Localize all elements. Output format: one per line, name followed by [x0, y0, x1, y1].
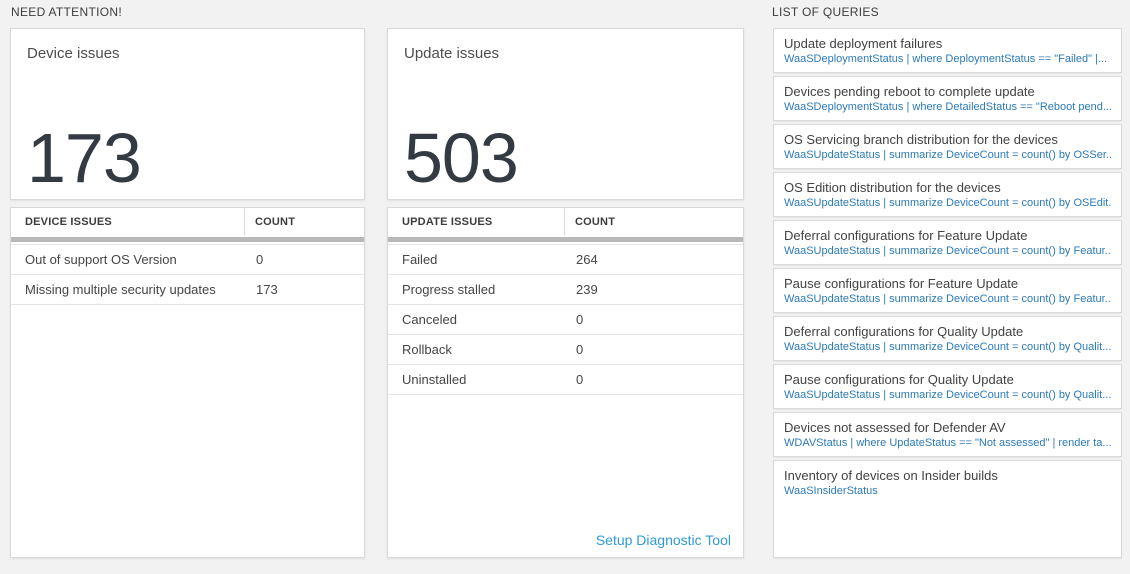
- table-row[interactable]: Rollback 0: [388, 335, 743, 365]
- device-issues-scrollbar-track: [11, 235, 364, 244]
- query-title: Inventory of devices on Insider builds: [784, 468, 998, 483]
- query-text: WaaSInsiderStatus: [784, 485, 878, 497]
- row-label: Missing multiple security updates: [25, 282, 216, 297]
- row-label: Rollback: [402, 342, 452, 357]
- device-issues-table: DEVICE ISSUES COUNT Out of support OS Ve…: [10, 207, 365, 558]
- row-count: 0: [576, 372, 584, 387]
- update-issues-table-header: UPDATE ISSUES COUNT: [388, 208, 743, 235]
- query-text: WaaSDeploymentStatus | where DetailedSta…: [784, 101, 1111, 113]
- query-title: Devices pending reboot to complete updat…: [784, 84, 1035, 99]
- table-row[interactable]: Failed 264: [388, 245, 743, 275]
- row-label: Out of support OS Version: [25, 252, 177, 267]
- query-text: WaaSUpdateStatus | summarize DeviceCount…: [784, 245, 1111, 257]
- query-list-item[interactable]: Deferral configurations for Quality Upda…: [773, 316, 1122, 361]
- query-title: Devices not assessed for Defender AV: [784, 420, 1006, 435]
- query-text: WDAVStatus | where UpdateStatus == "Not …: [784, 437, 1111, 449]
- query-text: WaaSUpdateStatus | summarize DeviceCount…: [784, 389, 1111, 401]
- table-row[interactable]: Missing multiple security updates 173: [11, 275, 364, 305]
- query-text: WaaSUpdateStatus | summarize DeviceCount…: [784, 149, 1111, 161]
- row-label: Failed: [402, 252, 438, 267]
- update-issues-tile[interactable]: Update issues 503: [387, 28, 744, 200]
- row-count: 0: [576, 342, 584, 357]
- query-list-item[interactable]: Devices pending reboot to complete updat…: [773, 76, 1122, 121]
- device-issues-header-count: COUNT: [255, 215, 296, 228]
- query-title: Deferral configurations for Quality Upda…: [784, 324, 1024, 339]
- query-list-item[interactable]: Pause configurations for Feature Update …: [773, 268, 1122, 313]
- device-issues-tile[interactable]: Device issues 173: [10, 28, 365, 200]
- query-title: Pause configurations for Feature Update: [784, 276, 1019, 291]
- update-issues-header-count: COUNT: [575, 215, 616, 228]
- device-issues-tile-title: Device issues: [27, 45, 120, 62]
- query-list-item[interactable]: Pause configurations for Quality Update …: [773, 364, 1122, 409]
- device-issues-header-label: DEVICE ISSUES: [11, 208, 245, 235]
- row-count: 173: [256, 282, 278, 297]
- table-row[interactable]: Uninstalled 0: [388, 365, 743, 395]
- table-row[interactable]: Progress stalled 239: [388, 275, 743, 305]
- query-text: WaaSUpdateStatus | summarize DeviceCount…: [784, 341, 1111, 353]
- query-text: WaaSDeploymentStatus | where DeploymentS…: [784, 53, 1108, 65]
- row-count: 0: [576, 312, 584, 327]
- query-title: Update deployment failures: [784, 36, 943, 51]
- row-label: Uninstalled: [402, 372, 467, 387]
- query-list-item[interactable]: Inventory of devices on Insider builds W…: [773, 460, 1122, 558]
- table-row[interactable]: Canceled 0: [388, 305, 743, 335]
- update-issues-table: UPDATE ISSUES COUNT Failed 264 Progress …: [387, 207, 744, 558]
- update-issues-header-label: UPDATE ISSUES: [388, 208, 565, 235]
- update-issues-scrollbar[interactable]: [388, 237, 743, 242]
- row-count: 0: [256, 252, 264, 267]
- query-text: WaaSUpdateStatus | summarize DeviceCount…: [784, 293, 1111, 305]
- row-count: 239: [576, 282, 598, 297]
- query-list-item[interactable]: OS Edition distribution for the devices …: [773, 172, 1122, 217]
- table-row[interactable]: Out of support OS Version 0: [11, 245, 364, 275]
- list-of-queries-section-label: LIST OF QUERIES: [772, 5, 879, 19]
- update-issues-count: 503: [404, 119, 519, 197]
- query-text: WaaSUpdateStatus | summarize DeviceCount…: [784, 197, 1111, 209]
- setup-diagnostic-tool-link[interactable]: Setup Diagnostic Tool: [595, 532, 731, 548]
- query-list-item[interactable]: OS Servicing branch distribution for the…: [773, 124, 1122, 169]
- query-title: OS Edition distribution for the devices: [784, 180, 1001, 195]
- row-label: Progress stalled: [402, 282, 496, 297]
- row-count: 264: [576, 252, 598, 267]
- query-list-item[interactable]: Update deployment failures WaaSDeploymen…: [773, 28, 1122, 73]
- device-issues-scrollbar[interactable]: [11, 237, 364, 242]
- row-label: Canceled: [402, 312, 457, 327]
- update-issues-scrollbar-track: [388, 235, 743, 244]
- update-issues-tile-title: Update issues: [404, 45, 500, 62]
- query-list-item[interactable]: Deferral configurations for Feature Upda…: [773, 220, 1122, 265]
- device-issues-table-header: DEVICE ISSUES COUNT: [11, 208, 364, 235]
- query-list-item[interactable]: Devices not assessed for Defender AV WDA…: [773, 412, 1122, 457]
- need-attention-section-label: NEED ATTENTION!: [11, 5, 122, 19]
- device-issues-count: 173: [27, 119, 142, 197]
- query-title: Deferral configurations for Feature Upda…: [784, 228, 1028, 243]
- query-title: OS Servicing branch distribution for the…: [784, 132, 1058, 147]
- query-title: Pause configurations for Quality Update: [784, 372, 1014, 387]
